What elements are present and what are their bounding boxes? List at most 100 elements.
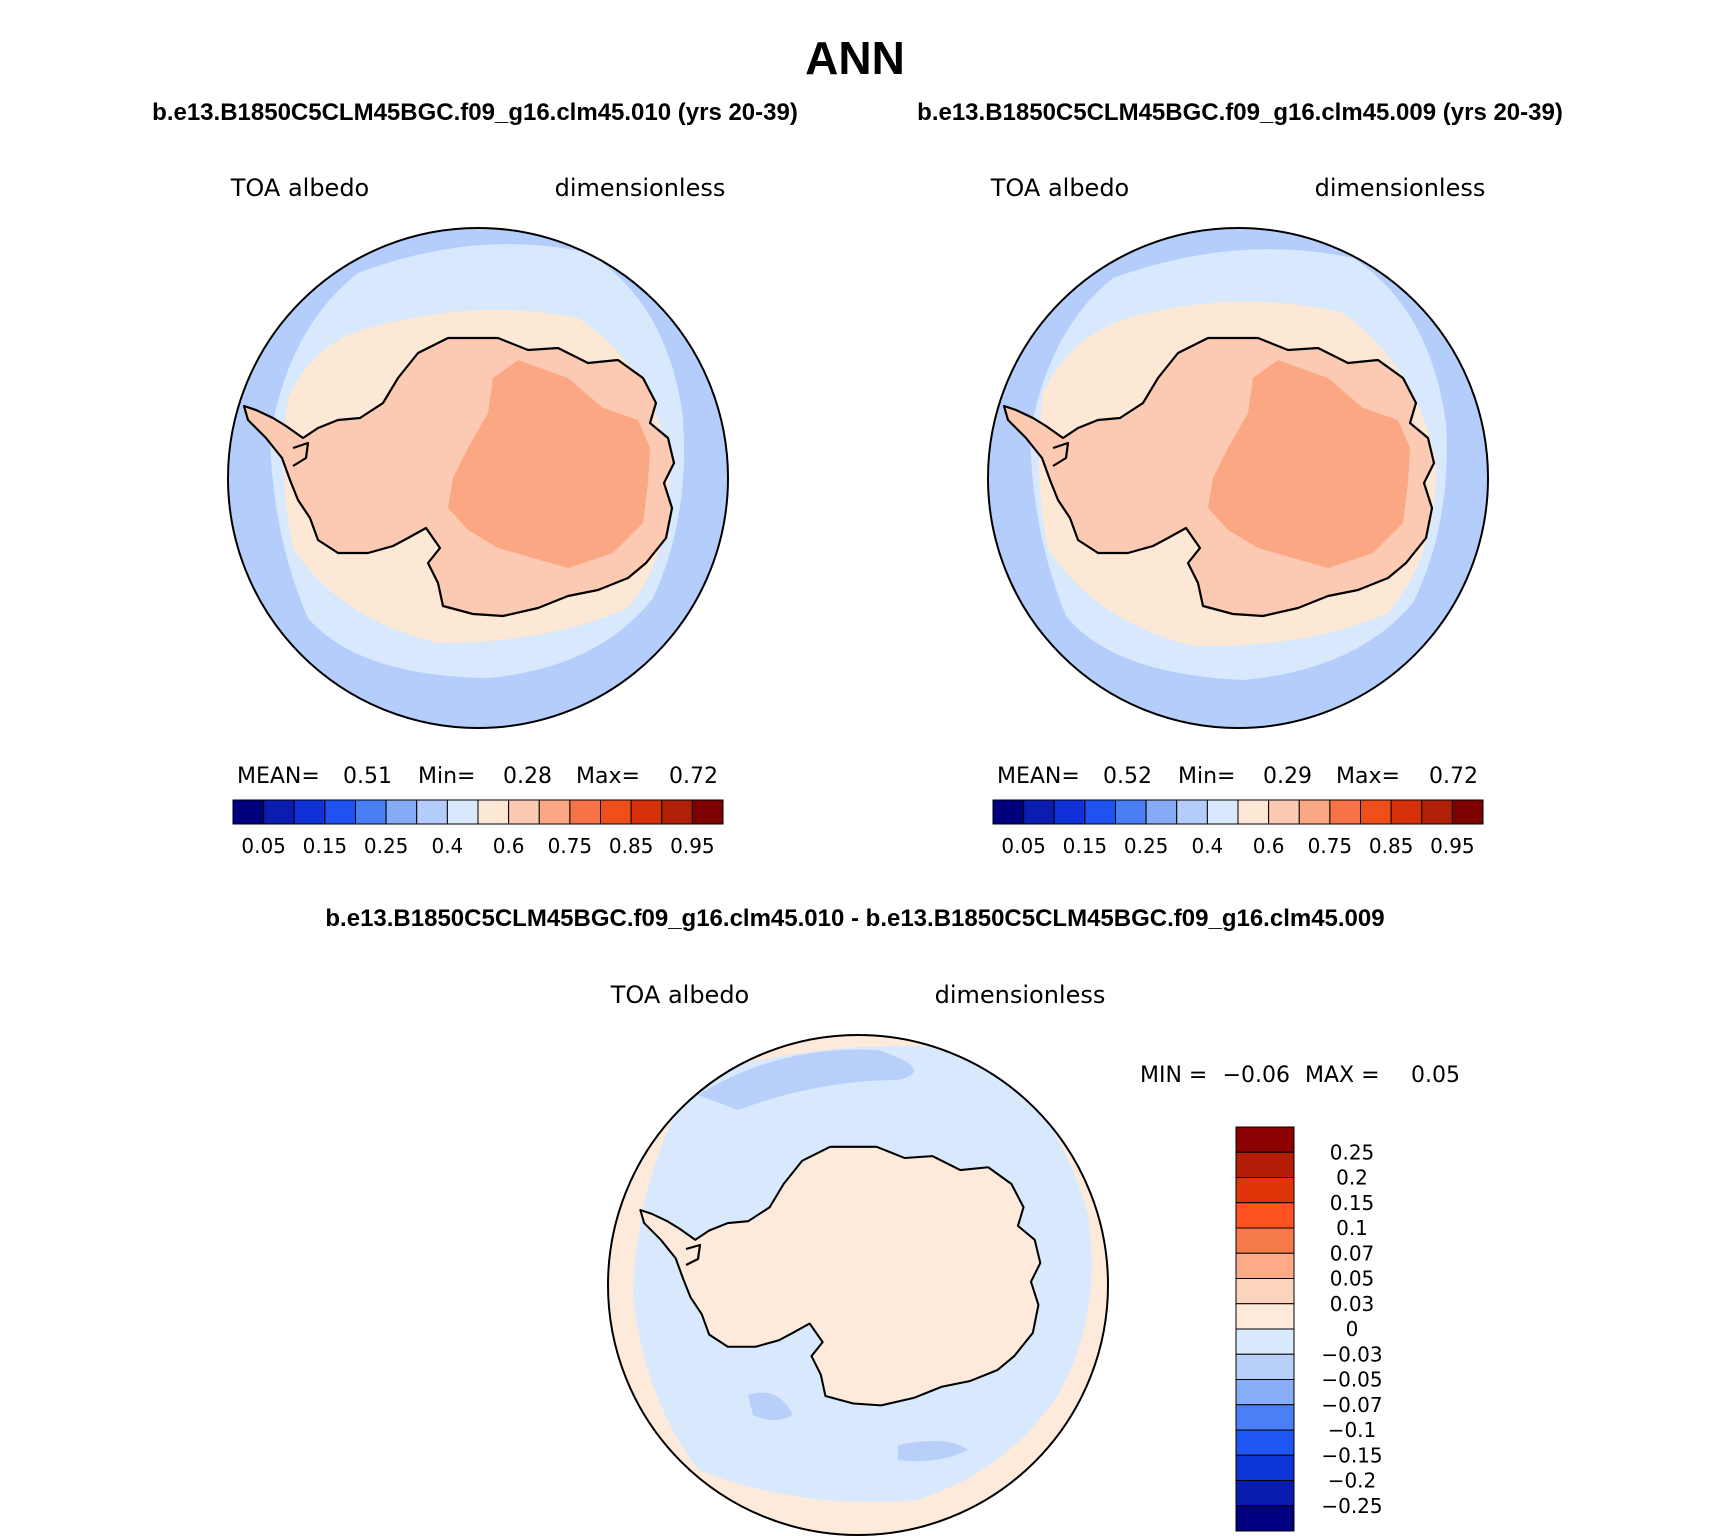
- colorbar-swatch: [1268, 799, 1300, 825]
- panel-2-mean-label: MEAN=: [997, 764, 1080, 789]
- colorbar-swatch: [600, 799, 632, 825]
- colorbar-swatch: [1145, 799, 1178, 825]
- colorbar-swatch: [1176, 799, 1208, 825]
- diff-panel: TOA albedo dimensionless MIN = −0.06 MAX…: [607, 981, 1460, 1536]
- colorbar-swatch: [1451, 799, 1484, 825]
- colorbar-swatch: [232, 799, 265, 825]
- panel-1-variable-label: TOA albedo: [230, 174, 369, 202]
- colorbar-swatch: [1235, 1126, 1295, 1153]
- diff-panel-units-label: dimensionless: [935, 981, 1106, 1009]
- colorbar-swatch: [1421, 799, 1453, 825]
- panel-2-max-label: Max=: [1336, 764, 1400, 789]
- colorbar-swatch: [1235, 1505, 1295, 1532]
- colorbar-swatch: [1235, 1202, 1295, 1229]
- panel-1-max-label: Max=: [576, 764, 640, 789]
- diff-min-value: −0.06: [1223, 1063, 1290, 1088]
- colorbar-swatch: [691, 799, 724, 825]
- panel-1-mean-value: 0.51: [343, 764, 392, 789]
- panel-2-min-label: Min=: [1178, 764, 1235, 789]
- diff-panel-minmax: MIN = −0.06 MAX = 0.05: [1140, 1063, 1460, 1088]
- colorbar-swatch: [508, 799, 540, 825]
- panel-1-units-label: dimensionless: [555, 174, 726, 202]
- colorbar-swatch: [1237, 799, 1270, 825]
- colorbar-tick-label: −0.2: [1328, 1469, 1377, 1493]
- colorbar-tick-label: 0.75: [548, 834, 593, 858]
- colorbar-swatch: [1235, 1227, 1295, 1254]
- panel-1-min-label: Min=: [418, 764, 475, 789]
- colorbar-swatch: [1298, 799, 1331, 825]
- colorbar-tick-label: −0.07: [1321, 1393, 1382, 1417]
- colorbar-swatch: [1235, 1303, 1295, 1330]
- panel-1-stats: MEAN= 0.51 Min= 0.28 Max= 0.72: [237, 764, 718, 789]
- colorbar-swatch: [1235, 1404, 1295, 1431]
- colorbar-swatch: [1023, 799, 1055, 825]
- colorbar-swatch: [538, 799, 571, 825]
- colorbar-tick-label: −0.03: [1321, 1342, 1382, 1366]
- colorbar-swatch: [992, 799, 1025, 825]
- colorbar-tick-label: 0.85: [609, 834, 654, 858]
- colorbar-swatch: [1235, 1353, 1295, 1380]
- colorbar-tick-label: 0.15: [1330, 1191, 1375, 1215]
- colorbar-swatch: [1329, 799, 1361, 825]
- colorbar-tick-label: 0.4: [431, 834, 463, 858]
- colorbar-tick-label: 0.05: [1330, 1267, 1375, 1291]
- colorbar-swatch: [1235, 1429, 1295, 1456]
- colorbar-tick-label: 0: [1346, 1317, 1359, 1341]
- colorbar-swatch: [661, 799, 693, 825]
- colorbar-swatch: [1235, 1328, 1295, 1355]
- colorbar-tick-label: 0.25: [1124, 834, 1169, 858]
- panel-2-variable-label: TOA albedo: [990, 174, 1129, 202]
- colorbar-tick-label: 0.05: [241, 834, 286, 858]
- panel-1: TOA albedo dimensionless MEAN= 0.51 Min=…: [227, 174, 729, 858]
- colorbar-swatch: [630, 799, 663, 825]
- diff-panel-title: b.e13.B1850C5CLM45BGC.f09_g16.clm45.010 …: [325, 905, 1384, 932]
- panel-2-mean-value: 0.52: [1103, 764, 1152, 789]
- colorbar-tick-label: 0.03: [1330, 1292, 1375, 1316]
- colorbar-swatch: [1115, 799, 1147, 825]
- colorbar-swatch: [446, 799, 479, 825]
- colorbar-tick-label: 0.4: [1191, 834, 1223, 858]
- colorbar-tick-label: 0.6: [493, 834, 525, 858]
- colorbar-tick-label: 0.15: [1063, 834, 1108, 858]
- colorbar-swatch: [1235, 1454, 1295, 1481]
- figure-title: ANN: [805, 32, 905, 84]
- colorbar-tick-label: −0.15: [1321, 1443, 1382, 1467]
- panel-2-stats: MEAN= 0.52 Min= 0.29 Max= 0.72: [997, 764, 1478, 789]
- colorbar-swatch: [263, 799, 295, 825]
- colorbar-tick-label: −0.25: [1321, 1494, 1382, 1518]
- colorbar-swatch: [385, 799, 418, 825]
- diff-max-label: MAX =: [1305, 1063, 1380, 1088]
- colorbar-tick-label: 0.25: [364, 834, 409, 858]
- panel-2-case-label: b.e13.B1850C5CLM45BGC.f09_g16.clm45.009 …: [917, 99, 1563, 126]
- diff-panel-polar-map: [607, 1034, 1109, 1536]
- colorbar-swatch: [1235, 1379, 1295, 1406]
- colorbar-tick-label: 0.07: [1330, 1241, 1375, 1265]
- colorbar-swatch: [1360, 799, 1392, 825]
- panel-2: TOA albedo dimensionless MEAN= 0.52 Min=…: [987, 174, 1489, 858]
- colorbar-tick-label: 0.75: [1308, 834, 1353, 858]
- colorbar-swatch: [355, 799, 387, 825]
- colorbar-tick-label: 0.05: [1001, 834, 1046, 858]
- colorbar-swatch: [477, 799, 510, 825]
- colorbar-swatch: [416, 799, 448, 825]
- panel-1-max-value: 0.72: [669, 764, 718, 789]
- diff-min-label: MIN =: [1140, 1063, 1207, 1088]
- colorbar-swatch: [1235, 1151, 1295, 1178]
- colorbar-tick-label: −0.1: [1328, 1418, 1377, 1442]
- colorbar-tick-label: −0.05: [1321, 1368, 1382, 1392]
- diff-max-value: 0.05: [1411, 1063, 1460, 1088]
- panel-1-colorbar: 0.05 0.15 0.25 0.4 0.6 0.75 0.85 0.95: [232, 799, 724, 858]
- panel-1-mean-label: MEAN=: [237, 764, 320, 789]
- panel-2-colorbar: 0.05 0.15 0.25 0.4 0.6 0.75 0.85 0.95: [992, 799, 1484, 858]
- panel-1-min-value: 0.28: [503, 764, 552, 789]
- colorbar-swatch: [569, 799, 601, 825]
- colorbar-swatch: [324, 799, 356, 825]
- panel-2-min-value: 0.29: [1263, 764, 1312, 789]
- colorbar-swatch: [1206, 799, 1239, 825]
- diff-colorbar: 0.250.20.150.10.070.050.030−0.03−0.05−0.…: [1235, 1126, 1383, 1532]
- colorbar-tick-label: 0.15: [303, 834, 348, 858]
- colorbar-swatch: [1235, 1480, 1295, 1507]
- panel-1-case-label: b.e13.B1850C5CLM45BGC.f09_g16.clm45.010 …: [152, 99, 798, 126]
- colorbar-swatch: [1390, 799, 1423, 825]
